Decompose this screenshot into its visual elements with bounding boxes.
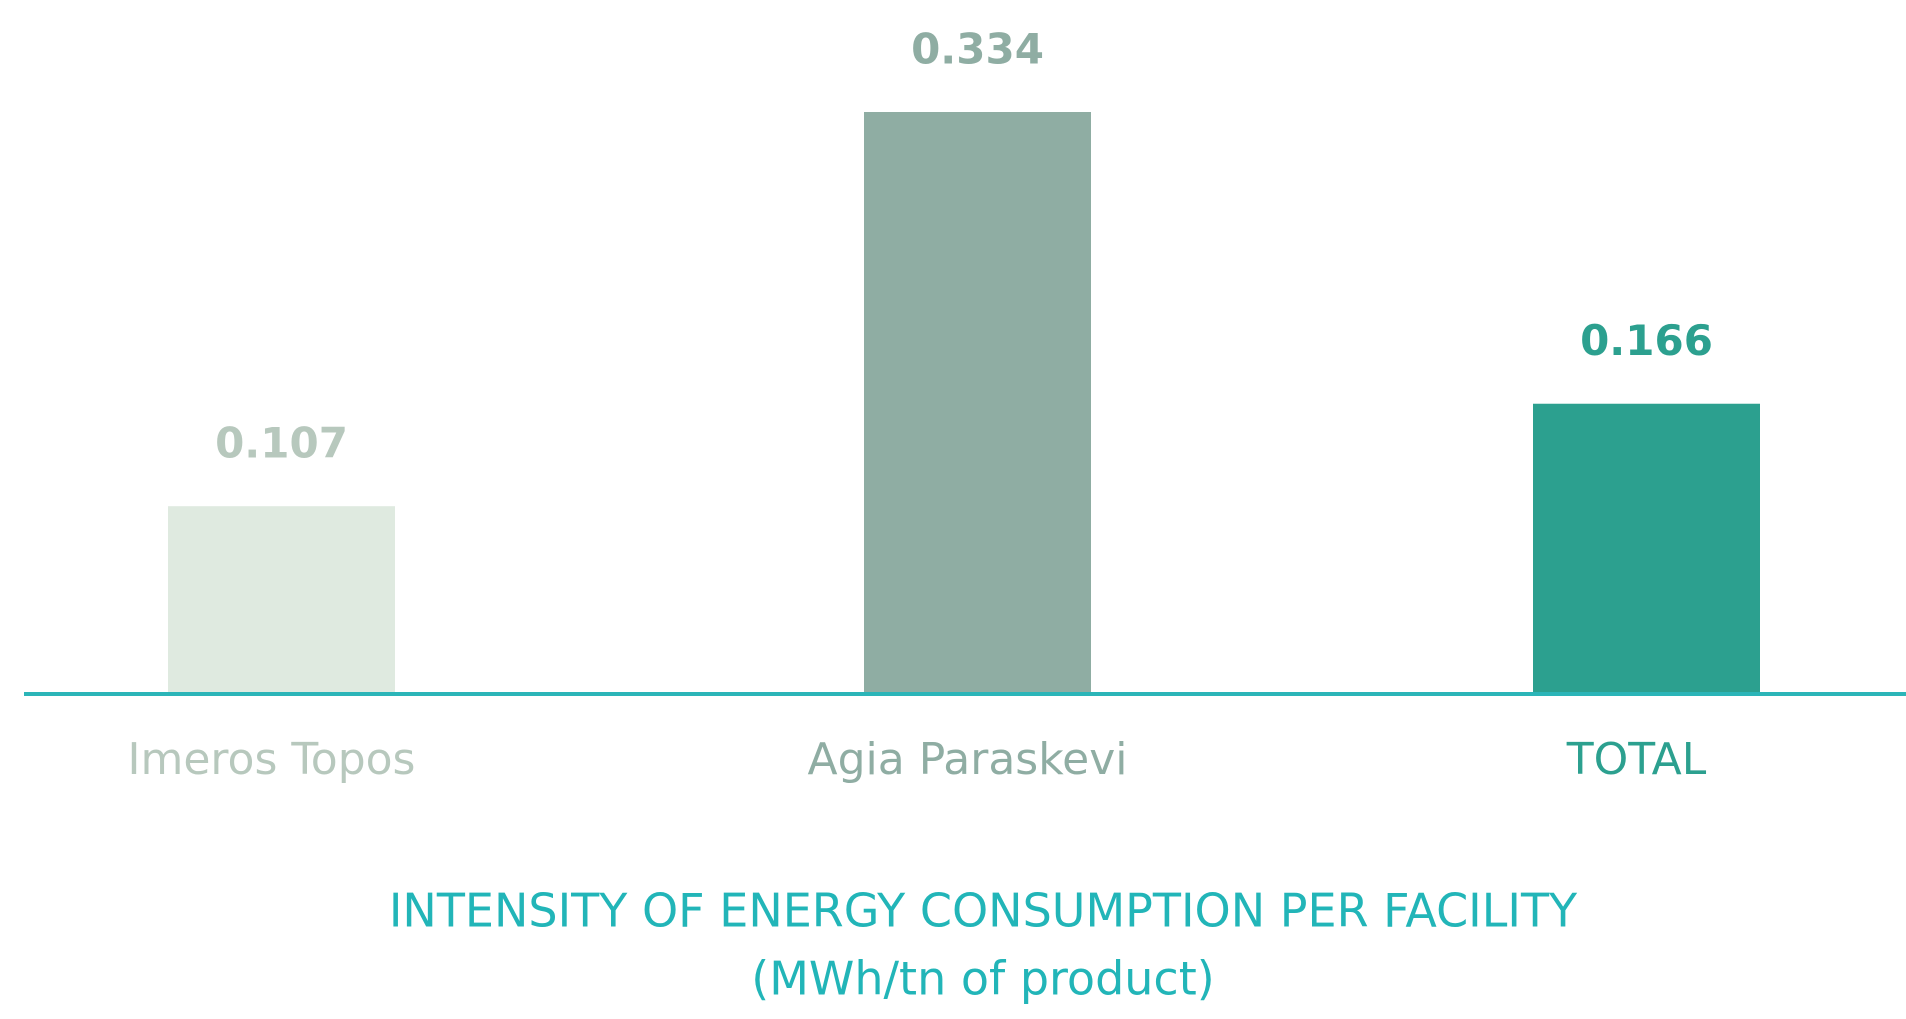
bar: [1533, 403, 1760, 692]
bar: [864, 112, 1091, 692]
value-label: 0.166: [1580, 316, 1713, 365]
bar: [168, 506, 395, 692]
chart-title: INTENSITY OF ENERGY CONSUMPTION PER FACI…: [389, 884, 1578, 938]
x-tick-label: TOTAL: [1566, 734, 1707, 785]
value-label: 0.334: [911, 25, 1044, 74]
x-tick-label: Agia Paraskevi: [808, 734, 1128, 785]
x-tick-label: Imeros Topos: [128, 734, 416, 785]
chart-subtitle: (MWh/tn of product): [751, 952, 1214, 1006]
value-label: 0.107: [215, 419, 348, 468]
